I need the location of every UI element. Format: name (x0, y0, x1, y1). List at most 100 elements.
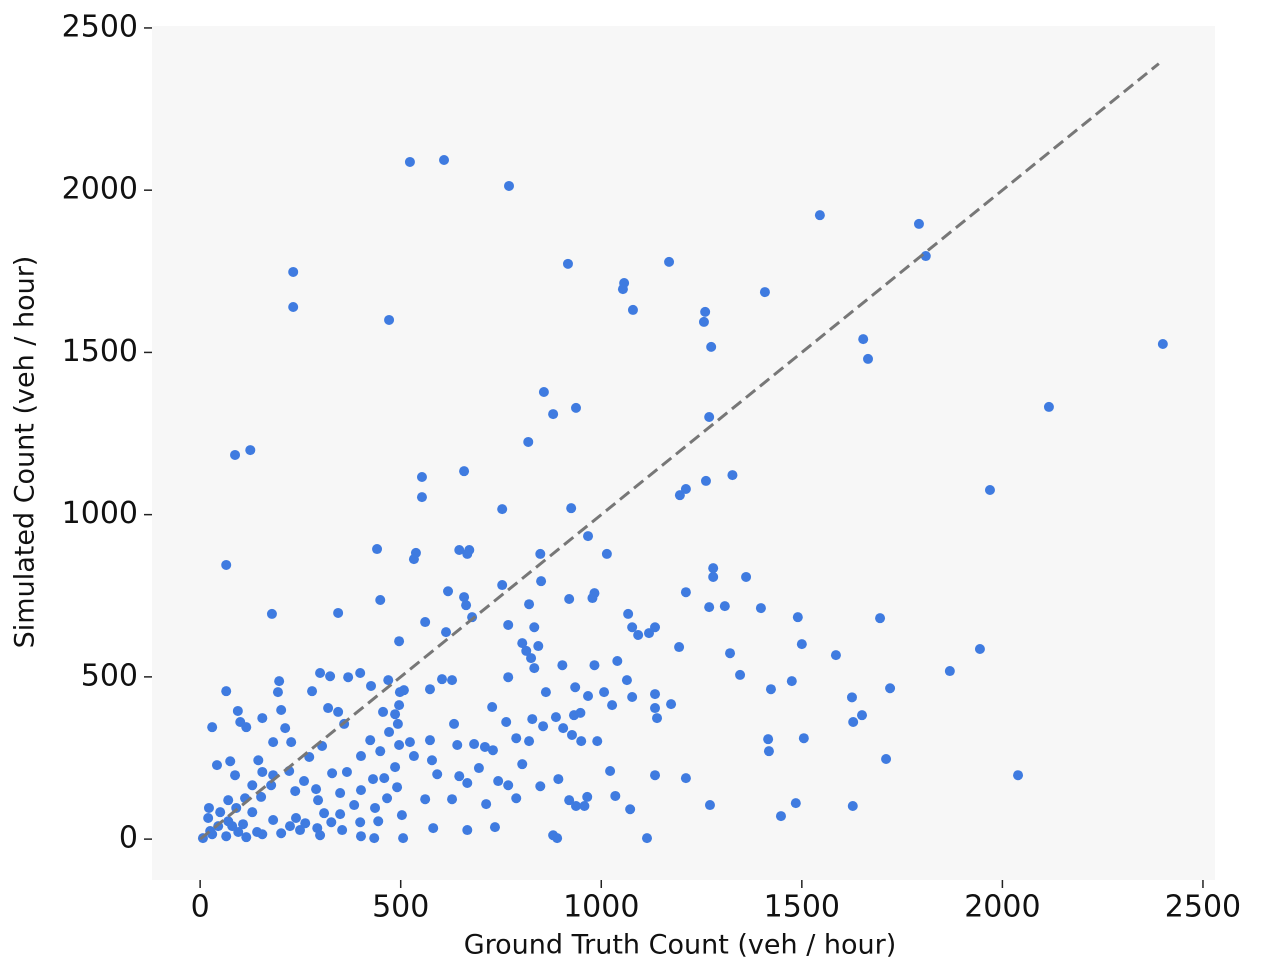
point (241, 832, 252, 843)
point (605, 765, 616, 776)
point (755, 603, 766, 614)
point (612, 655, 623, 666)
point (286, 737, 297, 748)
point (443, 586, 454, 597)
point (775, 811, 786, 822)
point (741, 571, 752, 582)
point (487, 745, 498, 756)
point (814, 210, 825, 221)
point (501, 716, 512, 727)
point (517, 638, 528, 649)
point (524, 599, 535, 610)
point (650, 703, 661, 714)
point (735, 669, 746, 680)
point (625, 804, 636, 815)
point (1157, 338, 1168, 349)
point (503, 672, 514, 683)
point (650, 770, 661, 781)
point (548, 409, 559, 420)
point (394, 636, 405, 647)
point (587, 593, 598, 604)
point (627, 692, 638, 702)
point (313, 795, 324, 806)
point (327, 768, 338, 779)
point (280, 723, 291, 734)
point (523, 436, 534, 447)
point (650, 689, 661, 700)
point (382, 793, 393, 804)
point (725, 648, 736, 659)
point (511, 733, 522, 744)
point (256, 791, 267, 802)
point (698, 316, 709, 327)
point (540, 687, 551, 698)
point (383, 675, 394, 686)
point (392, 782, 403, 793)
point (223, 795, 234, 806)
point (461, 600, 472, 611)
point (765, 684, 776, 695)
point (319, 808, 330, 819)
point (592, 736, 603, 747)
point (257, 766, 268, 777)
point (355, 831, 366, 842)
point (245, 445, 256, 456)
point (708, 571, 719, 582)
point (847, 801, 858, 812)
point (241, 722, 252, 733)
point (664, 256, 675, 267)
x-tick-label: 1000 (563, 890, 639, 925)
point (570, 402, 581, 413)
point (553, 774, 564, 785)
point (680, 587, 691, 598)
point (497, 580, 508, 591)
point (365, 735, 376, 746)
point (394, 700, 405, 711)
point (535, 781, 546, 792)
x-tick-label: 2500 (1165, 890, 1241, 925)
point (566, 729, 577, 740)
point (700, 306, 711, 317)
y-tick-label: 1000 (62, 496, 138, 531)
point (583, 691, 594, 702)
point (221, 686, 232, 697)
point (454, 771, 465, 782)
point (462, 777, 473, 788)
point (727, 470, 738, 481)
point (493, 776, 504, 787)
point (333, 607, 344, 618)
point (529, 663, 540, 674)
point (307, 686, 318, 697)
point (370, 802, 381, 813)
point (704, 602, 715, 613)
point (404, 156, 415, 167)
point (503, 619, 514, 630)
point (424, 735, 435, 746)
point (481, 799, 492, 810)
point (428, 823, 439, 834)
point (384, 314, 395, 325)
point (349, 800, 360, 811)
point (215, 807, 226, 818)
point (230, 770, 241, 781)
point (857, 710, 868, 721)
point (268, 737, 279, 748)
point (610, 790, 621, 801)
point (295, 825, 306, 836)
point (325, 671, 336, 682)
point (447, 794, 458, 805)
point (524, 736, 535, 747)
point (627, 304, 638, 315)
point (792, 612, 803, 623)
point (566, 503, 577, 514)
point (252, 826, 263, 837)
point (607, 700, 618, 711)
point (315, 667, 326, 678)
point (652, 713, 663, 724)
point (459, 592, 470, 603)
point (276, 828, 287, 839)
point (790, 798, 801, 809)
point (238, 819, 249, 830)
point (633, 630, 644, 641)
point (424, 684, 435, 695)
